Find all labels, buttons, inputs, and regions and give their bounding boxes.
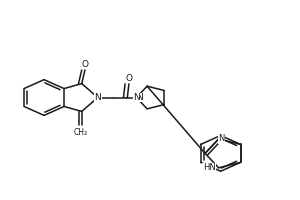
Text: O: O [125, 74, 132, 83]
Text: N: N [218, 134, 224, 143]
Text: N: N [94, 93, 101, 102]
Text: HN: HN [203, 163, 215, 172]
Text: O: O [81, 60, 88, 69]
Text: N: N [133, 93, 140, 102]
Text: N: N [136, 93, 143, 102]
Text: CH₂: CH₂ [74, 128, 88, 137]
